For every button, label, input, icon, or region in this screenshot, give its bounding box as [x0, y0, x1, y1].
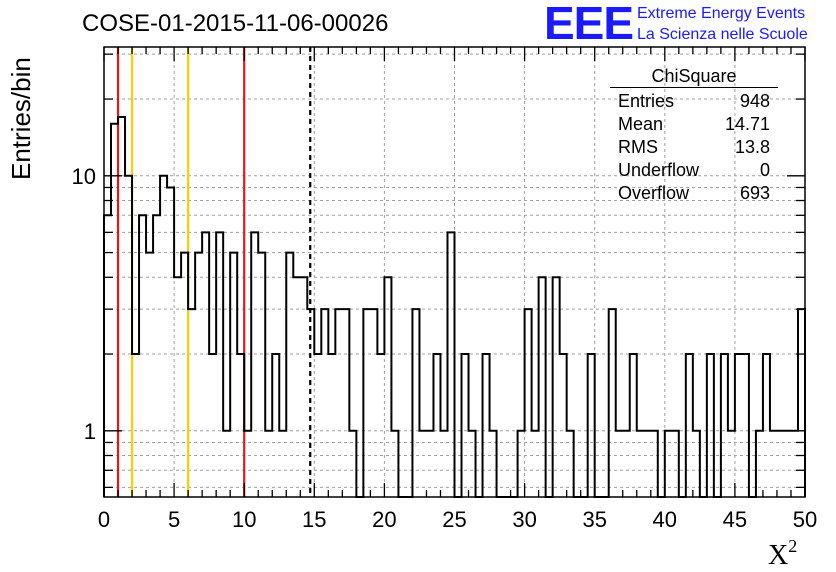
x-tick-label: 35 — [582, 507, 606, 532]
eee-logo: EEE Extreme Energy Events La Scienza nel… — [544, 0, 834, 49]
y-axis-label: Entries/bin — [6, 57, 36, 180]
stats-row: Underflow 0 — [610, 159, 778, 182]
reference-lines — [116, 47, 312, 497]
x-tick-label: 5 — [168, 507, 180, 532]
x-tick-label: 45 — [723, 507, 747, 532]
x-tick-label: 0 — [98, 507, 110, 532]
stats-value: 948 — [739, 91, 770, 111]
axis-ticks — [103, 47, 806, 497]
stats-rows: Entries 948 Mean 14.71 RMS 13.8 Underflow 0 Over… — [610, 90, 778, 205]
logo-text-line1: Extreme Energy Events — [637, 5, 806, 22]
stats-title: ChiSquare — [610, 66, 778, 88]
x-tick-label: 40 — [653, 507, 677, 532]
stats-value: 13.8 — [734, 137, 770, 157]
stats-label: Entries — [618, 91, 675, 111]
stats-label: RMS — [618, 137, 658, 157]
x-tick-label: 30 — [512, 507, 536, 532]
y-tick-label: 10 — [72, 164, 96, 189]
stats-label: Overflow — [618, 183, 690, 203]
histogram-outline — [103, 116, 806, 498]
eee-logo-mark: EEE — [544, 0, 634, 49]
stats-label: Mean — [618, 114, 664, 134]
x-tick-label: 15 — [302, 507, 326, 532]
y-tick-label: 1 — [84, 419, 96, 444]
stats-value: 0 — [759, 160, 770, 180]
stats-label: Underflow — [618, 160, 700, 180]
stats-row: Mean 14.71 — [610, 113, 778, 136]
x-axis-label-base: X — [768, 540, 789, 571]
stats-value: 693 — [739, 183, 770, 203]
stats-row: Overflow 693 — [610, 182, 778, 205]
x-tick-label: 20 — [372, 507, 396, 532]
chart-title: COSE-01-2015-11-06-00026 — [82, 10, 389, 37]
x-tick-label: 50 — [793, 507, 817, 532]
axis-tick-labels: 0 5 10 15 20 25 30 35 40 45 50 1 10 — [72, 164, 818, 532]
stats-box: ChiSquare Entries 948 Mean 14.71 RMS 13.8 Unde… — [610, 66, 778, 205]
stats-row: Entries 948 — [610, 90, 778, 113]
logo-text-line2: La Scienza nelle Scuole — [637, 26, 808, 43]
x-axis-label-exponent: 2 — [788, 536, 798, 556]
stats-value: 14.71 — [724, 114, 770, 134]
x-tick-label: 10 — [232, 507, 256, 532]
x-tick-label: 25 — [442, 507, 466, 532]
x-axis-label: X2 — [768, 536, 797, 572]
stats-row: RMS 13.8 — [610, 136, 778, 159]
